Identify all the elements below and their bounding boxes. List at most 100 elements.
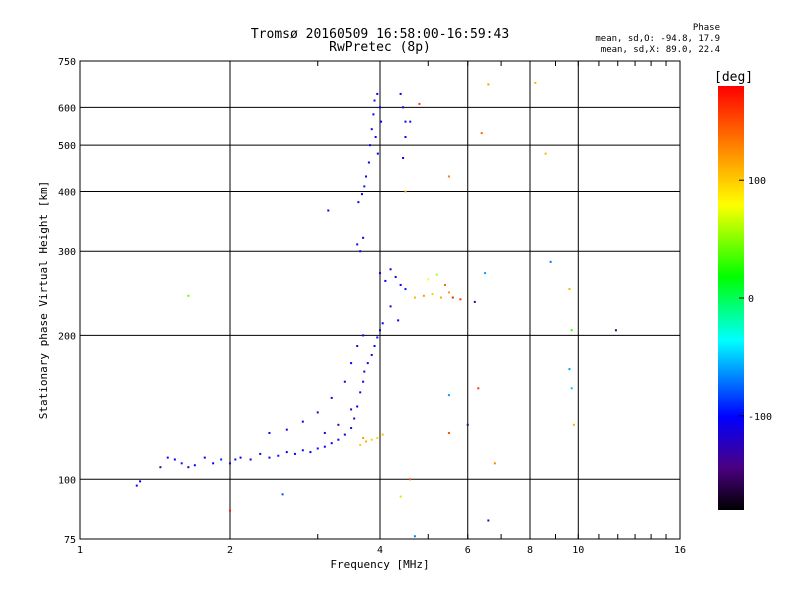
data-point	[447, 431, 450, 434]
data-point	[259, 452, 262, 455]
data-point	[293, 452, 296, 455]
data-point	[356, 243, 359, 246]
data-point	[166, 456, 169, 459]
x-axis-label: Frequency [MHz]	[330, 558, 429, 571]
data-point	[234, 458, 237, 461]
data-point	[337, 423, 340, 426]
data-point	[484, 272, 487, 275]
data-point	[570, 387, 573, 390]
data-point	[362, 436, 365, 439]
data-point	[493, 462, 496, 465]
data-point	[473, 300, 476, 303]
data-point	[427, 278, 430, 281]
data-point	[365, 440, 368, 443]
data-point	[487, 83, 490, 86]
data-point	[447, 394, 450, 397]
phase-stats-o: mean, sd,O: -94.8, 17.9	[595, 34, 720, 44]
data-point	[362, 334, 365, 337]
data-point	[409, 120, 412, 123]
data-point	[379, 329, 381, 332]
y-tick-label: 750	[58, 57, 76, 68]
data-point	[418, 102, 421, 105]
data-point	[439, 296, 442, 299]
data-point	[404, 288, 407, 291]
data-point	[376, 92, 379, 95]
data-point	[568, 368, 571, 371]
data-point	[323, 431, 326, 434]
data-point	[193, 464, 196, 467]
data-point	[394, 275, 397, 278]
data-point	[367, 161, 370, 164]
data-point	[309, 451, 312, 454]
data-point	[360, 193, 363, 196]
x-tick-label: 10	[572, 545, 584, 556]
data-point	[356, 345, 359, 348]
data-point	[229, 462, 231, 465]
data-point	[353, 417, 356, 420]
y-tick-label: 200	[58, 331, 76, 342]
data-point	[570, 329, 573, 332]
data-point	[480, 132, 483, 135]
data-point	[363, 185, 366, 188]
data-point	[373, 99, 376, 102]
data-point	[399, 283, 402, 286]
data-point	[389, 305, 392, 308]
data-point	[316, 411, 319, 414]
data-point	[330, 442, 333, 445]
chart-subtitle: RwPretec (8p)	[329, 40, 431, 55]
data-point	[477, 387, 480, 390]
data-point	[376, 336, 379, 339]
data-point	[301, 449, 304, 452]
data-point	[180, 462, 183, 465]
data-point	[327, 209, 330, 212]
data-point	[370, 438, 373, 441]
data-point	[614, 329, 617, 332]
colorbar-ticks: 100 0 -100	[739, 176, 772, 423]
data-point	[404, 136, 407, 139]
data-point	[409, 478, 412, 481]
data-point	[249, 458, 252, 461]
grid-lines	[80, 61, 680, 539]
axis-ticks: 1 2 4 6 8 10 16 75 100 200 300 400 500 600 750	[58, 57, 686, 556]
data-point	[380, 120, 383, 123]
colorbar-tick-label: -100	[748, 412, 772, 423]
data-point	[187, 294, 190, 297]
x-tick-label: 4	[377, 545, 383, 556]
data-point	[316, 447, 319, 450]
data-point	[301, 420, 304, 423]
y-tick-label: 400	[58, 187, 76, 198]
data-point	[268, 431, 271, 434]
colorbar-tick-label: 100	[748, 176, 766, 187]
data-point	[466, 423, 469, 426]
data-point	[359, 443, 362, 446]
data-point	[381, 322, 384, 325]
data-point	[343, 433, 346, 436]
data-point	[285, 451, 288, 454]
data-point	[404, 190, 407, 193]
data-point	[381, 433, 384, 436]
data-point	[173, 458, 176, 461]
y-axis-label: Stationary phase Virtual Height [km]	[37, 181, 50, 419]
data-point	[212, 462, 215, 465]
data-point	[374, 136, 377, 139]
data-point	[422, 294, 425, 297]
colorbar-tick-label: 0	[748, 294, 754, 305]
data-point	[402, 157, 405, 160]
data-point	[413, 535, 416, 538]
data-point	[534, 81, 537, 84]
x-tick-label: 2	[227, 545, 233, 556]
data-points	[135, 81, 617, 538]
data-point	[350, 427, 353, 430]
data-point	[402, 106, 405, 109]
data-point	[389, 268, 392, 271]
phase-label: Phase	[692, 23, 720, 33]
data-point	[372, 113, 375, 116]
data-point	[404, 120, 407, 123]
data-point	[369, 144, 372, 147]
data-point	[544, 152, 547, 155]
data-point	[397, 319, 400, 322]
data-point	[281, 493, 284, 496]
phase-stats-x: mean, sd,X: 89.0, 22.4	[600, 45, 720, 55]
data-point	[356, 405, 359, 408]
